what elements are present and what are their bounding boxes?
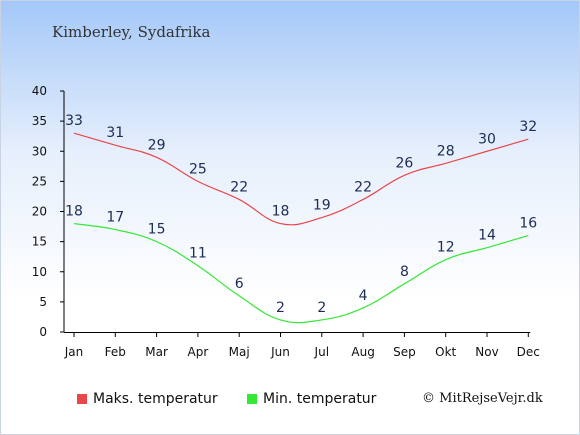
data-label-max-jul: 19	[313, 198, 331, 214]
data-label-min-aug: 4	[359, 288, 368, 304]
x-tick-label-jul: Jul	[314, 345, 329, 359]
data-label-min-feb: 17	[106, 210, 124, 226]
legend-swatch-min	[247, 394, 257, 404]
y-tick-label-15: 15	[32, 235, 47, 249]
data-label-max-okt: 28	[437, 143, 455, 159]
data-label-min-jan: 18	[65, 204, 83, 220]
y-tick-label-20: 20	[32, 205, 47, 219]
series-line-max	[73, 132, 529, 226]
data-label-max-nov: 30	[478, 131, 496, 147]
data-label-max-sep: 26	[395, 155, 413, 171]
data-label-min-nov: 14	[478, 228, 496, 244]
data-label-max-mar: 29	[148, 137, 166, 153]
data-label-max-aug: 22	[354, 179, 372, 195]
x-tick-label-mar: Mar	[145, 345, 168, 359]
x-tick-label-feb: Feb	[105, 345, 126, 359]
x-tick-label-jun: Jun	[270, 345, 290, 359]
x-tick-label-maj: Maj	[229, 345, 250, 359]
data-label-max-maj: 22	[230, 179, 248, 195]
x-tick-label-sep: Sep	[393, 345, 416, 359]
x-tick-label-jan: Jan	[64, 345, 84, 359]
data-label-max-jan: 33	[65, 113, 83, 129]
x-tick-label-nov: Nov	[475, 345, 498, 359]
data-label-max-feb: 31	[106, 125, 124, 141]
y-tick-label-10: 10	[32, 265, 47, 279]
legend-item-max: Maks. temperatur	[77, 391, 218, 407]
data-label-min-dec: 16	[519, 216, 537, 232]
data-label-min-jul: 2	[317, 300, 326, 316]
data-label-min-jun: 2	[276, 300, 285, 316]
y-tick-label-35: 35	[32, 114, 47, 128]
data-label-min-mar: 15	[148, 222, 166, 238]
y-tick-label-30: 30	[32, 144, 47, 158]
y-tick-label-0: 0	[39, 325, 47, 339]
legend-item-min: Min. temperatur	[247, 391, 376, 407]
legend-label-min: Min. temperatur	[263, 391, 377, 407]
y-tick-label-5: 5	[39, 295, 47, 309]
data-label-max-dec: 32	[519, 119, 537, 135]
data-label-min-sep: 8	[400, 264, 409, 280]
credit-text: © MitRejseVejr.dk	[422, 391, 543, 406]
data-label-min-apr: 11	[189, 246, 207, 262]
x-tick-label-dec: Dec	[517, 345, 540, 359]
x-tick-label-okt: Okt	[435, 345, 456, 359]
legend-label-max: Maks. temperatur	[93, 391, 218, 407]
x-tick-label-aug: Aug	[351, 345, 374, 359]
y-tick-label-25: 25	[32, 174, 47, 188]
data-label-min-maj: 6	[235, 276, 244, 292]
series-line-min	[73, 222, 529, 324]
y-tick-label-40: 40	[32, 84, 47, 98]
page-title: Kimberley, Sydafrika	[52, 23, 211, 41]
data-label-max-jun: 18	[272, 204, 290, 220]
legend-swatch-max	[77, 394, 87, 404]
data-label-max-apr: 25	[189, 161, 207, 177]
x-tick-label-apr: Apr	[188, 345, 209, 359]
data-label-min-okt: 12	[437, 240, 455, 256]
